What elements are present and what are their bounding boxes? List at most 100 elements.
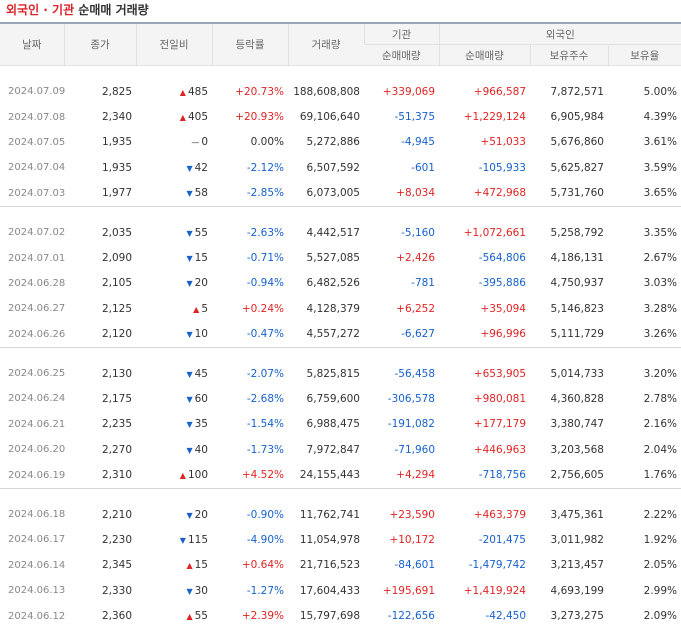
volume-cell: 69,106,640 <box>299 111 360 124</box>
down-triangle-icon: ▼ <box>186 369 193 379</box>
inst-net-cell: -601 <box>411 161 435 174</box>
spacer-cell <box>0 66 681 80</box>
foreign-net-cell: +96,996 <box>480 328 526 341</box>
foreign-ratio-cell: 2.09% <box>643 610 677 623</box>
header-inst-net: 순매매량 <box>364 44 439 66</box>
close-cell: 2,210 <box>101 508 132 521</box>
change-cell: ▲ 405 <box>136 104 212 129</box>
foreign-net-cell: +472,968 <box>473 187 526 200</box>
change-value: 30 <box>194 584 208 597</box>
up-triangle-icon: ▲ <box>186 612 193 622</box>
table-row: 2024.06.25 2,130 ▼ 45 -2.07% 5,825,815 -56,458… <box>0 361 681 386</box>
group-spacer <box>0 346 681 361</box>
close-cell: 2,090 <box>101 252 132 265</box>
close-cell: 2,330 <box>101 584 132 597</box>
foreign-net-cell: -564,806 <box>478 252 526 265</box>
foreign-hold-cell: 2,756,605 <box>550 469 604 482</box>
table-row: 2024.06.24 2,175 ▼ 60 -2.68% 6,759,600 -306,57… <box>0 386 681 411</box>
change-value: 15 <box>194 559 208 572</box>
header-foreign-net: 순매매량 <box>438 44 530 66</box>
rate-cell: +0.64% <box>241 559 284 572</box>
table-row: 2024.07.05 1,935 —0 0.00% 5,272,886 -4,945 +51… <box>0 130 681 155</box>
spacer-cell <box>0 205 681 220</box>
close-cell: 2,345 <box>101 559 132 572</box>
change-value: 405 <box>187 111 208 124</box>
volume-cell: 11,762,741 <box>299 508 360 521</box>
foreign-net-cell: +1,419,924 <box>463 584 526 597</box>
change-cell: ▼ 60 <box>136 386 212 411</box>
close-cell: 2,130 <box>101 367 132 380</box>
header-institution: 기관 <box>363 22 439 45</box>
rate-cell: +4.52% <box>241 469 284 482</box>
change-value: 0 <box>201 136 208 149</box>
volume-cell: 24,155,443 <box>299 469 360 482</box>
change-cell: ▲ 100 <box>136 462 212 488</box>
inst-net-cell: -56,458 <box>394 367 435 380</box>
foreign-hold-cell: 5,676,860 <box>550 136 604 149</box>
change-value: 55 <box>194 610 208 623</box>
volume-cell: 5,825,815 <box>306 367 360 380</box>
foreign-hold-cell: 3,273,275 <box>550 610 604 623</box>
close-cell: 2,035 <box>101 226 132 239</box>
header-rate: 등락률 <box>211 22 288 66</box>
table-row: 2024.06.26 2,120 ▼ 10 -0.47% 4,557,272 -6,627 +… <box>0 322 681 348</box>
title-rest: 순매매 거래량 <box>74 3 149 17</box>
volume-cell: 17,604,433 <box>299 584 360 597</box>
foreign-ratio-cell: 4.39% <box>643 111 677 124</box>
foreign-net-cell: +35,094 <box>480 302 526 315</box>
change-value: 115 <box>187 533 208 546</box>
foreign-net-cell: +446,963 <box>473 443 526 456</box>
change-cell: ▼ 20 <box>136 502 212 527</box>
close-cell: 2,105 <box>101 277 132 290</box>
date-cell: 2024.06.28 <box>8 277 66 289</box>
rate-cell: -4.90% <box>246 533 284 546</box>
close-cell: 2,360 <box>101 610 132 623</box>
volume-cell: 6,073,005 <box>306 187 360 200</box>
rate-cell: -2.85% <box>246 187 284 200</box>
foreign-net-cell: -1,479,742 <box>468 559 526 572</box>
foreign-ratio-cell: 2.04% <box>643 443 677 456</box>
header-foreign-hold: 보유주수 <box>529 44 608 66</box>
change-value: 40 <box>194 443 208 456</box>
change-value: 5 <box>201 302 208 315</box>
table-row: 2024.06.14 2,345 ▲ 15 +0.64% 21,716,523 -84,60… <box>0 553 681 578</box>
down-triangle-icon: ▼ <box>186 510 193 520</box>
change-cell: ▲ 15 <box>136 553 212 578</box>
inst-net-cell: -51,375 <box>394 111 435 124</box>
rate-cell: -0.90% <box>246 508 284 521</box>
foreign-ratio-cell: 1.76% <box>643 469 677 482</box>
rate-cell: -2.12% <box>246 161 284 174</box>
down-triangle-icon: ▼ <box>186 394 193 404</box>
group-spacer <box>0 205 681 220</box>
volume-cell: 4,557,272 <box>306 328 360 341</box>
change-cell: ▼ 10 <box>136 322 212 348</box>
down-triangle-icon: ▼ <box>186 189 193 199</box>
foreign-net-cell: -718,756 <box>478 469 526 482</box>
inst-net-cell: -5,160 <box>401 226 435 239</box>
rate-cell: -0.71% <box>246 252 284 265</box>
inst-net-cell: -6,627 <box>401 328 435 341</box>
foreign-hold-cell: 5,258,792 <box>550 226 604 239</box>
date-cell: 2024.06.17 <box>8 534 66 546</box>
close-cell: 2,825 <box>101 85 132 98</box>
rate-cell: -1.54% <box>246 418 284 431</box>
up-triangle-icon: ▲ <box>179 471 186 481</box>
volume-cell: 7,972,847 <box>306 443 360 456</box>
change-cell: ▼ 15 <box>136 245 212 270</box>
volume-cell: 4,128,379 <box>306 302 360 315</box>
down-triangle-icon: ▼ <box>186 420 193 430</box>
spacer-cell <box>0 487 681 502</box>
date-cell: 2024.07.08 <box>8 111 66 123</box>
header-foreign: 외국인 <box>438 22 681 45</box>
change-cell: ▼ 42 <box>136 155 212 180</box>
up-triangle-icon: ▲ <box>193 304 200 314</box>
table-row: 2024.07.04 1,935 ▼ 42 -2.12% 6,507,592 -601 -10… <box>0 155 681 180</box>
inst-net-cell: +8,034 <box>396 187 435 200</box>
foreign-net-cell: +966,587 <box>473 85 526 98</box>
rate-cell: -2.07% <box>246 367 284 380</box>
rate-cell: 0.00% <box>250 136 284 149</box>
inst-net-cell: -84,601 <box>394 559 435 572</box>
title-accent: 외국인 · 기관 <box>6 3 75 17</box>
inst-net-cell: +339,069 <box>382 85 435 98</box>
inst-net-cell: -306,578 <box>387 392 435 405</box>
